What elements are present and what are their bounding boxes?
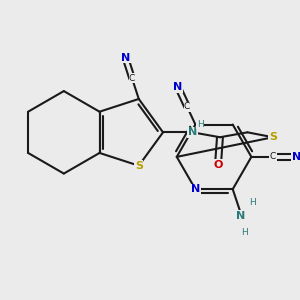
Text: C: C [129,74,135,83]
Text: C: C [270,152,276,161]
Text: S: S [269,132,277,142]
Text: O: O [213,160,223,170]
Text: N: N [236,211,245,221]
Text: N: N [121,53,130,63]
Text: H: H [241,228,248,237]
Text: N: N [292,152,300,162]
Text: N: N [191,184,200,194]
Text: N: N [188,127,197,137]
Text: S: S [135,161,143,171]
Text: H: H [197,120,204,129]
Text: C: C [184,102,190,111]
Text: N: N [173,82,183,92]
Text: H: H [249,198,256,207]
